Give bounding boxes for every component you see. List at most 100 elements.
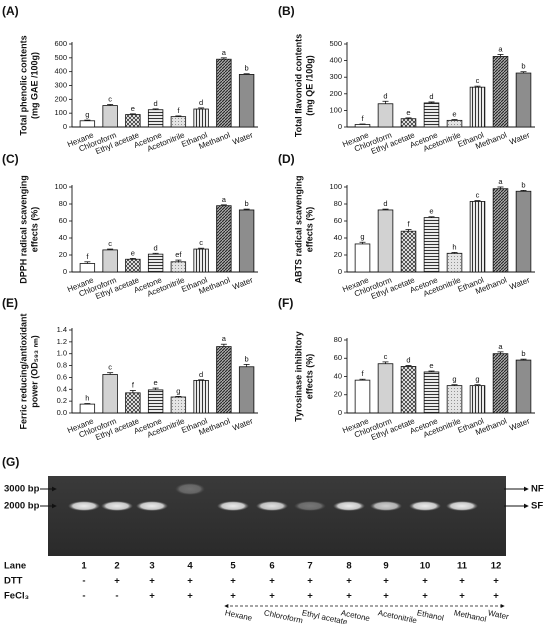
error-bar [152, 108, 159, 110]
error-bar [405, 365, 412, 367]
bar [216, 58, 232, 128]
significance-letter: e [452, 110, 456, 119]
x-tick-label: Water [231, 275, 254, 291]
fecl3-sign: - [115, 591, 118, 602]
significance-letter: h [85, 393, 89, 402]
fecl3-sign: + [187, 591, 193, 602]
bar [469, 385, 486, 414]
fecl3-sign: + [346, 591, 352, 602]
significance-letter: e [131, 104, 135, 113]
significance-letter: f [177, 106, 180, 115]
bar [515, 72, 532, 128]
y-tick-label: 60 [59, 216, 67, 225]
y-tick-label: 40 [334, 371, 342, 380]
significance-letter: e [406, 108, 410, 117]
form-label: SF [531, 501, 543, 512]
y-tick-label: 600 [54, 39, 67, 48]
x-tick-label: Water [231, 130, 254, 146]
significance-letter: f [361, 369, 364, 378]
bar [102, 105, 118, 128]
significance-letter: a [498, 177, 503, 186]
significance-letter: g [85, 110, 89, 119]
significance-letter: d [383, 91, 387, 100]
significance-letter: g [360, 232, 364, 241]
y-tick-label: 0.0 [57, 408, 67, 417]
error-bar [220, 57, 227, 60]
lane-number: 4 [187, 561, 193, 572]
bar [400, 118, 417, 128]
error-bar [382, 361, 389, 364]
bar [238, 366, 255, 414]
significance-letter: a [498, 342, 503, 351]
error-bar [129, 113, 136, 115]
error-bar [243, 73, 250, 75]
fecl3-sign: + [459, 591, 465, 602]
significance-letter: a [222, 195, 227, 204]
y-axis-label: Total flavonoid contents [293, 34, 303, 137]
significance-letter: a [498, 44, 503, 53]
y-axis-label: (mg QE /100g) [304, 55, 314, 116]
bar [125, 392, 141, 414]
dtt-sign: + [493, 576, 499, 587]
y-tick-label: 0 [63, 122, 67, 131]
y-tick-label: 60 [334, 353, 342, 362]
solvent-label: Ethanol [416, 608, 445, 622]
error-bar [474, 384, 481, 386]
bar [79, 403, 96, 414]
bar [147, 253, 164, 273]
panel-label: (E) [2, 296, 18, 310]
bar [446, 252, 463, 273]
bar [79, 120, 96, 128]
fecl3-sign: + [230, 591, 236, 602]
error-bar [520, 189, 527, 192]
significance-letter: h [452, 242, 456, 251]
chart-panel: (C) DPPH radical scavenging effects (%) 0 20… [2, 152, 258, 301]
significance-letter: c [108, 239, 112, 248]
significance-letter: e [429, 361, 433, 370]
fecl3-sign: + [269, 591, 275, 602]
bar [515, 359, 532, 414]
significance-letter: a [222, 334, 227, 343]
significance-letter: f [86, 252, 89, 261]
bar [377, 103, 394, 128]
bar [125, 114, 141, 128]
bar [400, 366, 417, 414]
dtt-sign: + [114, 576, 120, 587]
y-tick-label: 200 [329, 89, 342, 98]
bar [147, 109, 164, 128]
error-bar [243, 208, 250, 210]
error-bar [175, 395, 182, 397]
error-bar [175, 259, 182, 262]
lane-number: 7 [307, 561, 312, 572]
solvent-label: Chloroform [263, 608, 304, 624]
error-bar [474, 85, 481, 88]
y-tick-label: 0 [338, 408, 342, 417]
gel-smear [175, 483, 205, 495]
bar [147, 389, 164, 414]
solvent-label: Methanol [453, 608, 487, 624]
bar [515, 190, 532, 273]
y-tick-label: 40 [334, 233, 342, 242]
error-bar [129, 257, 136, 260]
gel-band [217, 501, 249, 511]
lane-number: 9 [383, 561, 388, 572]
y-axis-label: Total phenolic contents [18, 35, 28, 135]
bar [446, 119, 463, 128]
chart-panel: (B) Total flavonoid contents (mg QE /100g)… [278, 4, 535, 156]
significance-letter: c [108, 94, 112, 103]
error-bar [382, 208, 389, 210]
bar [423, 217, 440, 273]
gel-band [256, 501, 288, 511]
significance-letter: d [429, 92, 433, 101]
chart-panel: (D) ABTS radical scavenging effects (%) 0 20… [278, 152, 535, 301]
error-bar [405, 229, 412, 232]
y-axis-label: effects (%) [304, 354, 314, 400]
gel-image [48, 476, 506, 556]
y-tick-label: 0.2 [57, 396, 67, 405]
y-tick-label: 1.4 [57, 325, 67, 334]
dtt-sign: + [422, 576, 428, 587]
fecl3-sign: + [307, 591, 313, 602]
x-tick-label: Water [508, 130, 531, 146]
dtt-sign: + [307, 576, 313, 587]
significance-letter: e [429, 207, 433, 216]
